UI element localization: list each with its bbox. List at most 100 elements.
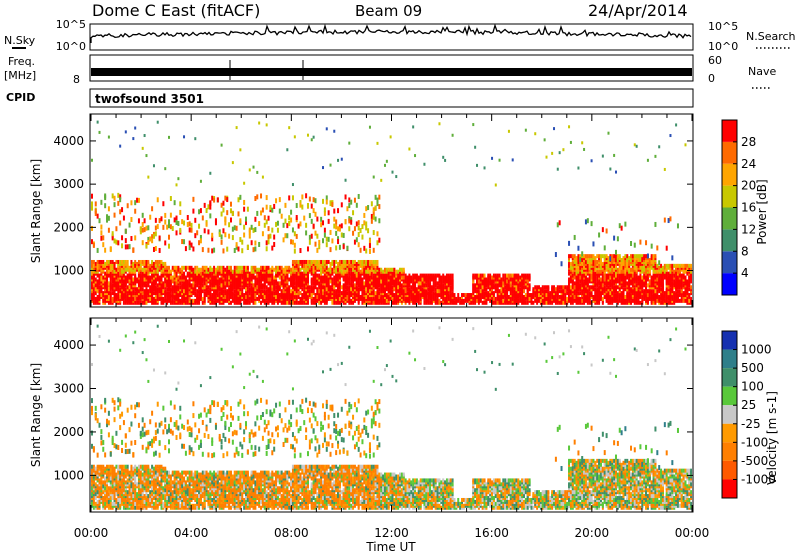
power-cell [323,259,326,264]
power-cell [261,294,264,299]
power-cell [98,296,101,301]
power-cell [361,259,364,264]
power-cell [322,259,325,264]
power-cell [342,283,345,288]
power-cell [124,130,127,134]
power-cell [175,230,178,236]
power-cell [357,265,360,270]
power-cell [91,263,93,268]
power-cell [314,277,317,282]
power-cell [169,275,172,280]
power-cell [601,254,604,259]
power-cell [192,275,195,280]
power-cell [267,287,270,292]
power-cell [218,296,221,301]
power-cell [239,237,242,243]
power-cell [113,202,116,208]
power-cell [224,277,227,282]
power-cell [303,275,306,280]
power-cell [556,222,559,228]
power-cell [179,285,182,290]
power-cell [522,294,525,299]
power-cell [558,220,561,226]
power-cell [466,293,469,298]
power-cell [327,218,330,224]
power-cell [363,245,366,251]
power-cell [241,265,244,270]
power-cell [383,273,386,278]
power-cell [494,183,497,187]
power-cell [376,197,379,203]
power-cell [265,289,268,294]
power-cell [494,296,497,301]
power-cell [445,289,448,294]
power-cell [166,296,169,301]
power-cell [551,151,554,155]
power-cell [483,166,486,170]
power-cell [179,298,182,303]
power-cell [646,253,649,259]
power-cell [626,281,629,286]
power-cell [106,259,109,264]
power-cell [132,261,135,266]
power-cell [143,277,146,282]
power-cell [598,279,601,284]
power-cell [584,275,587,280]
power-cell [158,296,161,301]
power-cell [267,296,270,301]
power-cell [609,263,612,268]
power-cell [233,275,236,280]
power-cell [275,294,278,299]
power-cell [573,271,576,276]
power-cell [130,236,133,242]
power-cell [453,296,456,301]
power-cell [511,285,514,290]
power-scatter-cells [91,120,692,305]
power-cell [322,220,325,226]
power-cell [613,254,616,259]
power-cell [288,215,291,221]
power-cell [306,246,309,252]
power-cell [320,259,323,264]
power-cell [145,283,148,288]
power-cell [383,267,386,272]
power-cell [243,199,246,205]
power-cell [365,259,368,264]
power-cell [323,291,326,296]
power-cell [372,230,375,236]
power-cell [91,259,93,264]
power-cell [532,294,535,299]
power-cell [522,281,525,286]
power-cell [154,277,157,282]
power-cell [641,294,644,299]
power-cell [596,287,599,292]
power-cell [293,259,296,264]
power-cell [229,217,232,223]
power-cell [368,259,371,264]
power-cell [179,201,182,207]
power-cell [194,269,197,274]
power-cell [367,259,370,264]
power-cell [322,279,325,284]
power-cell [256,170,259,174]
power-cell [637,254,640,259]
power-cell [109,247,112,253]
power-cell [560,285,563,290]
power-cell [147,236,150,242]
power-cell [353,283,356,288]
power-cell [312,296,315,301]
power-cell [192,208,195,214]
power-cell [121,259,124,264]
power-cell [220,143,223,147]
power-cell [376,231,379,237]
power-cell [560,289,563,294]
power-cell [190,222,193,228]
power-cell [316,273,319,278]
power-cell [209,287,212,292]
power-cell [306,294,309,299]
power-cell [399,267,402,272]
power-cell [592,261,595,266]
power-cell [481,300,484,305]
power-cell [517,273,520,278]
power-cell [327,259,330,264]
